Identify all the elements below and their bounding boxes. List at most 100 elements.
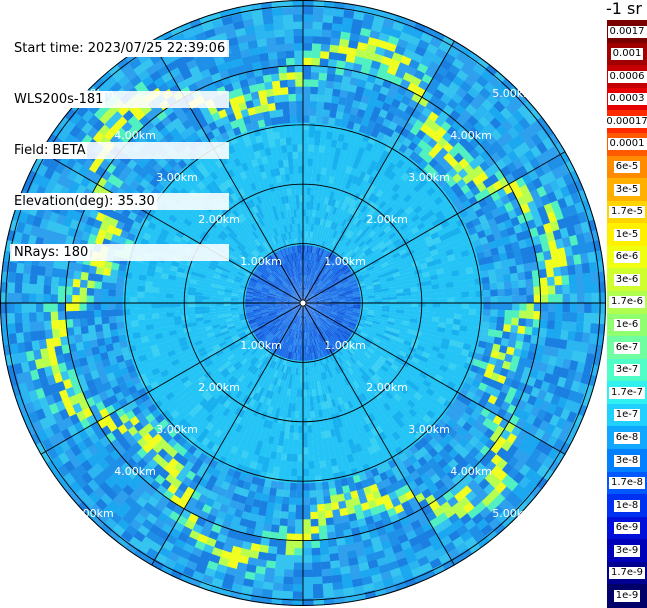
scan-cell [505, 303, 513, 311]
scan-cell [314, 137, 320, 145]
scan-cell [315, 475, 322, 483]
scan-cell [411, 295, 419, 299]
scan-cell [454, 303, 462, 309]
scan-cell [306, 382, 309, 390]
scan-cell [577, 293, 585, 303]
scan-cell [286, 541, 295, 549]
scan-cell [291, 469, 297, 477]
scan-cell [293, 433, 298, 441]
scan-cell [325, 510, 334, 518]
scan-cell [577, 303, 585, 313]
scan-cell [510, 325, 518, 333]
scan-cell [316, 482, 323, 490]
scan-cell [483, 309, 491, 316]
scan-cell [314, 454, 320, 462]
scan-cell [303, 86, 311, 94]
scan-cell [504, 281, 512, 289]
scan-cell [454, 297, 462, 303]
scan-cell [313, 439, 319, 447]
scan-cell [491, 296, 499, 303]
scan-cell [284, 562, 294, 570]
scan-cell [390, 303, 398, 306]
scan-cell [294, 425, 299, 433]
scan-cell [322, 116, 329, 124]
scan-cell [303, 505, 310, 513]
scan-cell [303, 440, 308, 448]
scan-cell [288, 505, 296, 513]
scan-cell [286, 454, 292, 462]
scan-cell [548, 285, 556, 294]
scan-cell [312, 425, 317, 433]
scan-cell [308, 447, 314, 455]
scan-cell [303, 122, 309, 130]
scan-cell [303, 577, 313, 585]
scan-cell [432, 284, 440, 290]
scan-cell [274, 503, 282, 511]
scan-cell [469, 303, 477, 309]
scan-cell [303, 144, 309, 152]
scan-cell [293, 577, 303, 585]
scan-cell [285, 555, 295, 563]
scan-cell [276, 547, 286, 555]
scan-cell [317, 432, 323, 440]
scan-cell [307, 433, 312, 441]
scan-cell [310, 497, 317, 505]
scan-cell [439, 283, 447, 289]
scan-cell [490, 310, 498, 317]
scan-cell [299, 397, 303, 405]
scan-cell [323, 109, 331, 117]
scan-cell [447, 303, 455, 308]
scan-cell [303, 158, 308, 166]
scan-cell [482, 283, 490, 290]
scan-cell [303, 404, 307, 412]
scan-cell [316, 490, 323, 498]
scan-cell [303, 79, 311, 87]
scan-cell [517, 272, 526, 281]
scan-cell [590, 323, 598, 334]
scan-cell [468, 285, 476, 292]
scan-cell [275, 496, 283, 504]
scan-cell [321, 123, 328, 131]
scan-cell [275, 561, 285, 569]
scan-cell [303, 454, 309, 462]
scan-cell [474, 321, 482, 328]
scan-cell [490, 289, 498, 296]
scan-cell [303, 483, 310, 491]
scan-cell [313, 159, 319, 167]
scan-cell [324, 503, 332, 511]
scan-cell [303, 555, 312, 563]
scan-cell [554, 321, 562, 331]
scan-cell [481, 270, 490, 278]
scan-cell [320, 460, 327, 468]
scan-cell [289, 432, 294, 440]
scan-cell [303, 411, 307, 419]
scan-cell [510, 273, 518, 282]
scan-cell [525, 319, 533, 328]
scan-cell [491, 303, 499, 310]
scan-cell [310, 101, 318, 109]
scan-cell [306, 209, 310, 217]
scan-cell [461, 286, 469, 292]
scan-cell [317, 101, 325, 109]
scan-cell [318, 87, 326, 95]
scan-cell [284, 475, 291, 483]
scan-cell [297, 462, 303, 470]
scan-cell [321, 475, 328, 483]
scan-cell [505, 296, 513, 303]
scan-cell [519, 303, 527, 311]
scan-cell [590, 272, 598, 283]
scan-cell [425, 307, 433, 312]
scan-cell [411, 307, 419, 311]
scan-cell [284, 569, 294, 577]
scan-cell [303, 194, 307, 202]
scan-cell [308, 158, 313, 166]
scan-cell [482, 277, 490, 285]
scan-cell [307, 187, 311, 195]
scan-cell [297, 476, 303, 484]
scan-cell [310, 519, 318, 527]
scan-cell [300, 382, 303, 390]
scan-cell [548, 312, 556, 321]
scan-cell [273, 583, 284, 591]
scan-cell [540, 277, 548, 286]
scan-cell [584, 293, 592, 303]
